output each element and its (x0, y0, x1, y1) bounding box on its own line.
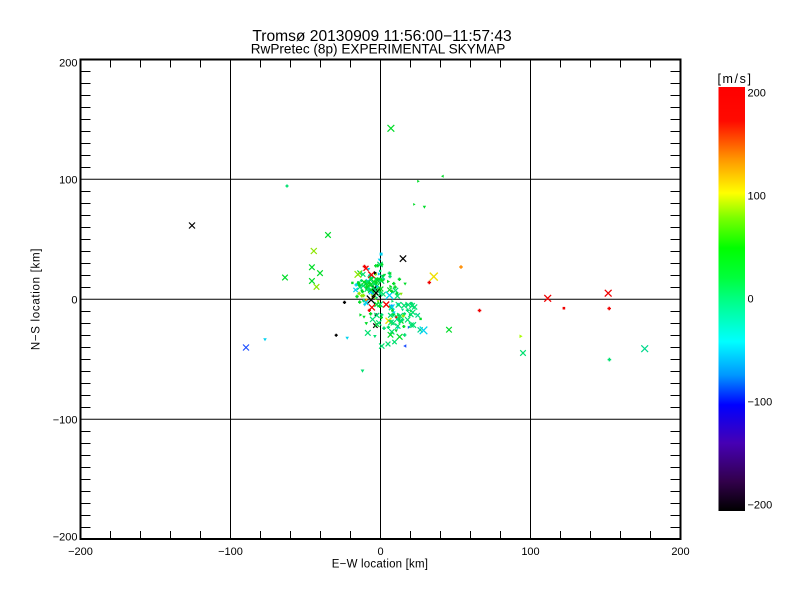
svg-text:100: 100 (521, 546, 539, 558)
svg-text:−200: −200 (68, 546, 93, 558)
svg-text:−100: −100 (53, 414, 78, 426)
svg-text:−200: −200 (53, 532, 78, 544)
svg-text:−100: −100 (748, 397, 773, 409)
svg-text:0: 0 (748, 294, 754, 306)
svg-text:0: 0 (71, 294, 77, 306)
svg-text:200: 200 (748, 88, 766, 100)
svg-text:200: 200 (671, 546, 689, 558)
svg-text:[m/s]: [m/s] (717, 72, 752, 86)
svg-text:100: 100 (748, 191, 766, 203)
svg-text:−200: −200 (748, 500, 773, 512)
svg-text:Tromsø 20130909 11:56:00−11:57: Tromsø 20130909 11:56:00−11:57:43 (252, 28, 511, 45)
svg-text:−100: −100 (218, 546, 243, 558)
svg-text:100: 100 (59, 174, 77, 186)
svg-text:0: 0 (377, 546, 383, 558)
svg-text:200: 200 (59, 58, 77, 70)
svg-text:E−W location [km]: E−W location [km] (332, 559, 428, 571)
svg-text:RwPretec (8p) EXPERIMENTAL SKY: RwPretec (8p) EXPERIMENTAL SKYMAP (251, 41, 506, 56)
svg-text:N−S location [km]: N−S location [km] (31, 248, 43, 350)
